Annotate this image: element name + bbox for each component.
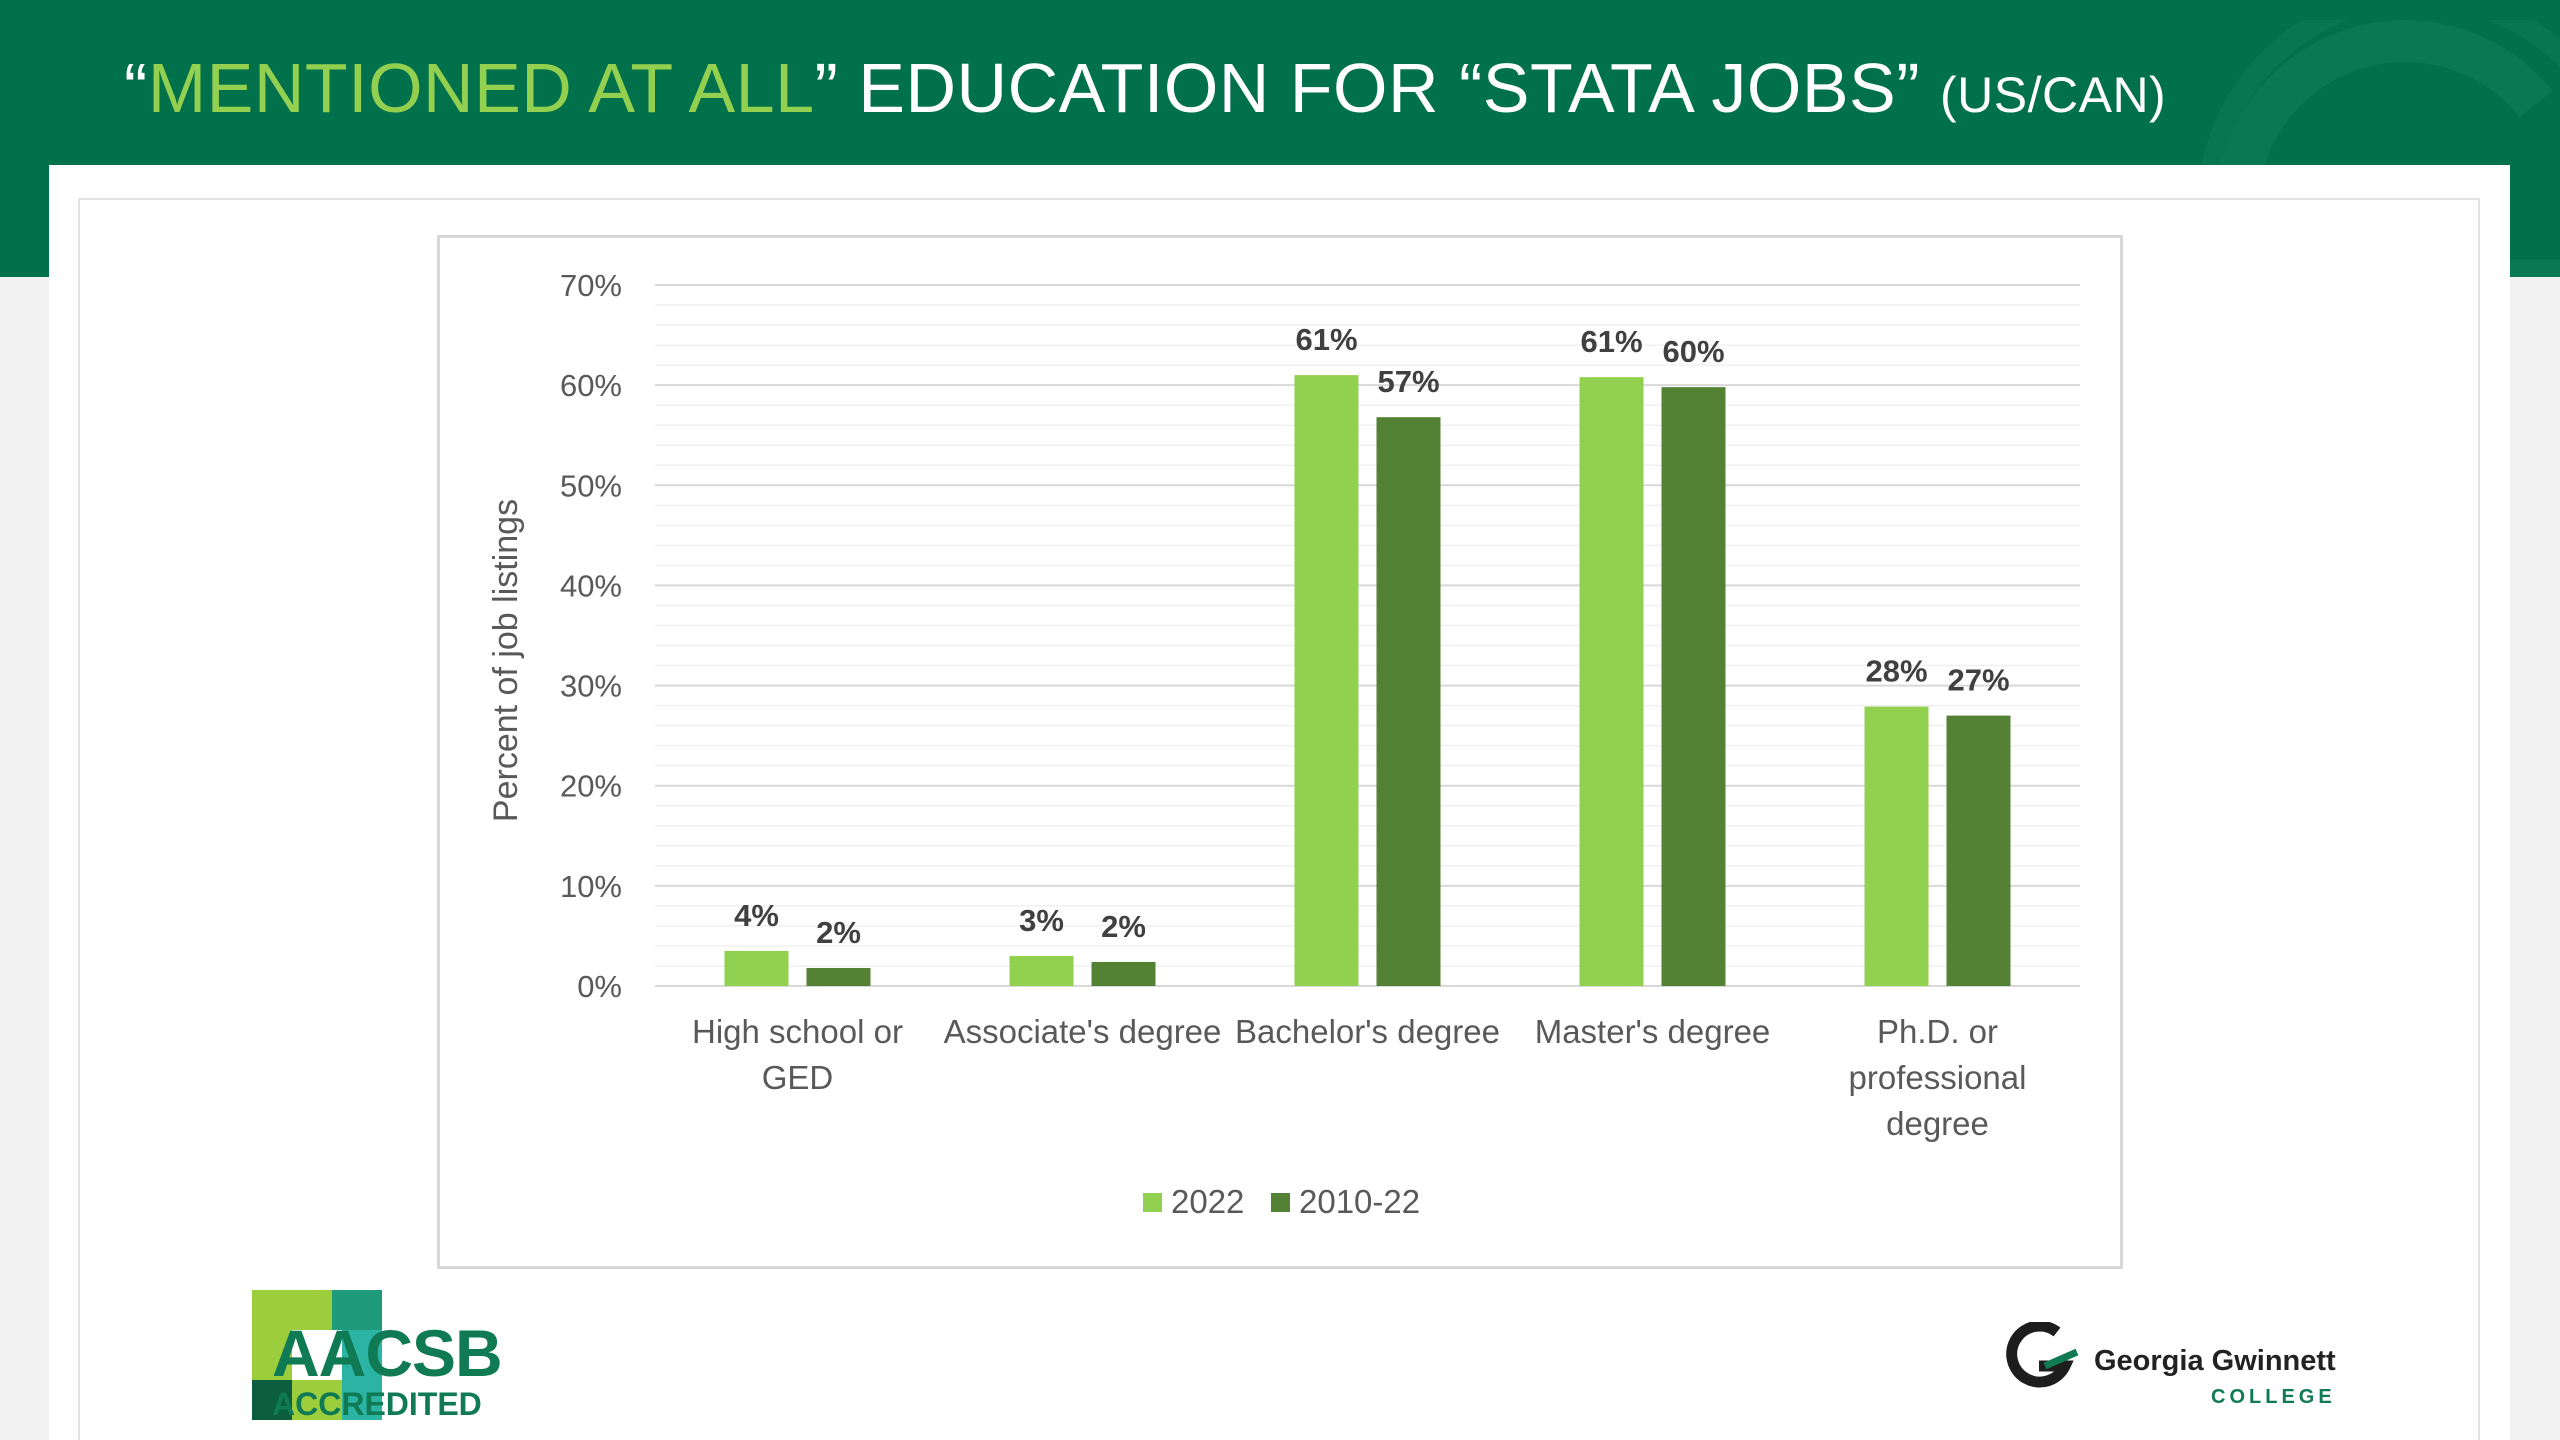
bars-layer [724,375,2011,987]
ggc-wordmark: Georgia Gwinnett COLLEGE [2094,1345,2336,1409]
bar-2010-22-0 [806,967,871,986]
ggc-name-text: Georgia Gwinnett [2094,1345,2336,1377]
ggc-sub-text: COLLEGE [2211,1386,2336,1408]
y-tick-label: 70% [560,268,622,303]
bar-2022-0 [724,950,789,986]
aacsb-main-text: AACSB [272,1316,503,1390]
y-axis-label: Percent of job listings [487,499,525,822]
data-label: 57% [1377,364,1439,399]
data-label: 60% [1662,334,1724,369]
title-highlight: MENTIONED AT ALL [147,49,815,127]
data-label: 61% [1295,322,1357,357]
x-category-label: High school or [692,1013,903,1050]
x-category-label: Associate's degree [944,1013,1222,1050]
x-category-label: degree [1886,1105,1989,1142]
y-tick-label: 40% [560,568,622,603]
y-tick-label: 50% [560,468,622,503]
title-open-quote: “ [124,49,148,127]
y-tick-label: 30% [560,669,622,704]
x-category-label: Bachelor's degree [1235,1013,1500,1050]
y-tick-label: 20% [560,769,622,804]
y-tick-labels: 0% 10% 20% 30% 40% 50% 60% 70% [560,268,622,1004]
bar-2022-4 [1864,706,1929,986]
slide-title: “MENTIONED AT ALL” EDUCATION FOR “STATA … [124,48,2166,135]
x-category-labels: High school or GED Associate's degree Bache… [692,1013,2026,1142]
y-tick-label: 10% [560,869,622,904]
legend-label-2022: 2022 [1171,1183,1244,1220]
y-tick-label: 0% [577,969,622,1004]
x-category-label: Ph.D. or [1877,1013,1998,1050]
education-bar-chart: 0% 10% 20% 30% 40% 50% 60% 70% 4% 2% 3% 2% 61% 57% 61… [487,268,2080,1220]
x-category-label: GED [762,1059,834,1096]
data-label: 28% [1865,654,1927,689]
bar-2010-22-4 [1946,715,2011,986]
chart-frame: 0% 10% 20% 30% 40% 50% 60% 70% 4% 2% 3% 2% 61% 57% 61… [437,235,2123,1269]
aacsb-sub-text: ACCREDITED [272,1386,482,1422]
legend: 2022 2010-22 [1143,1183,1420,1220]
ggc-logo-icon [2006,1322,2079,1388]
x-category-label: professional [1849,1059,2027,1096]
data-label: 61% [1580,324,1642,359]
bar-2022-2 [1294,375,1359,987]
data-label: 3% [1019,903,1064,938]
x-category-label: Master's degree [1535,1013,1771,1050]
data-label: 27% [1947,663,2009,698]
bar-2010-22-3 [1661,387,1726,986]
aacsb-logo-icon [252,1290,382,1420]
legend-swatch-2010-22 [1271,1193,1290,1212]
data-label: 2% [1101,909,1146,944]
title-region: (US/CAN) [1939,67,2167,123]
bar-2022-1 [1009,955,1074,986]
bar-2010-22-1 [1091,961,1156,986]
aacsb-wordmark: AACSB ACCREDITED [272,1316,503,1422]
data-label: 2% [816,915,861,950]
legend-swatch-2022 [1143,1193,1162,1212]
bar-2010-22-2 [1376,417,1441,986]
legend-label-2010-22: 2010-22 [1299,1183,1420,1220]
data-labels-layer: 4% 2% 3% 2% 61% 57% 61% 60% 28% 27% [734,322,2009,950]
bar-2022-3 [1579,377,1644,986]
grid-layer [655,284,2080,987]
title-main: ” EDUCATION FOR “STATA JOBS” [814,49,1921,127]
data-label: 4% [734,898,779,933]
y-tick-label: 60% [560,368,622,403]
